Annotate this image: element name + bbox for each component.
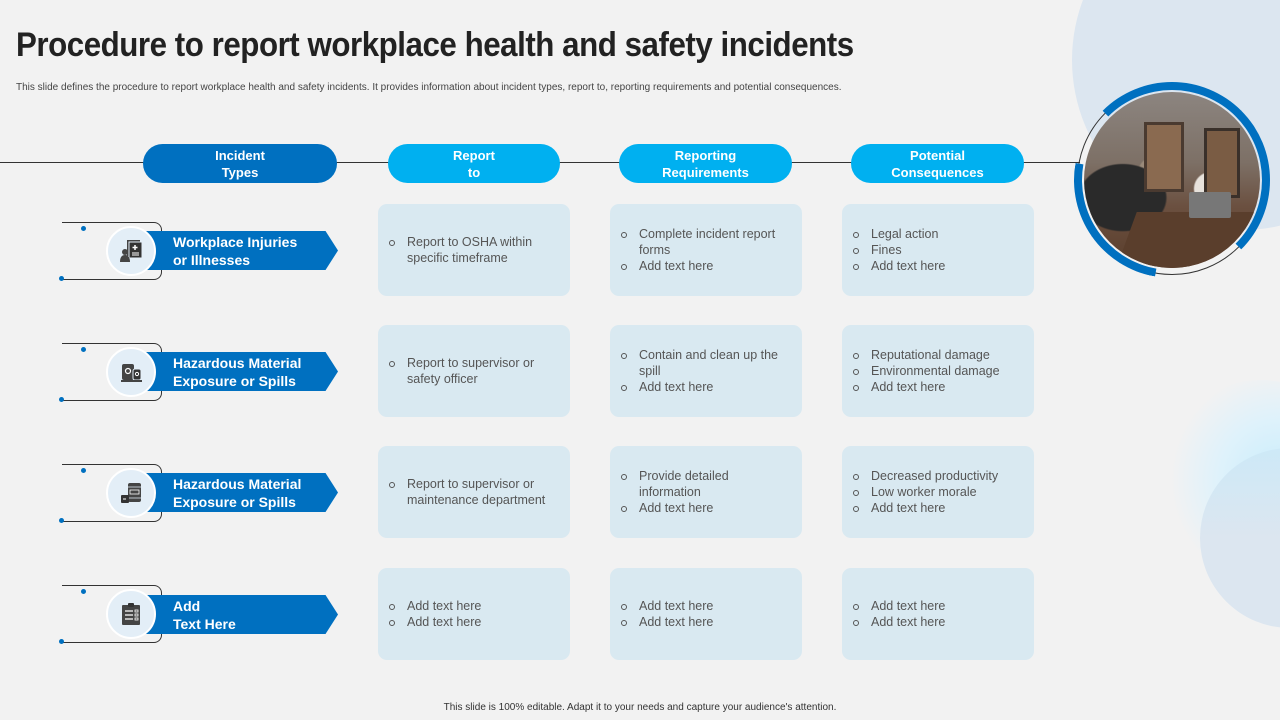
bullet-item: Report to supervisor or maintenance depa… [388,476,560,508]
bullet-item: Complete incident report forms [620,226,792,258]
incident-type-label: Add Text Here [130,595,338,634]
incident-type-label: Hazardous Material Exposure or Spills [130,352,338,391]
header-text: Requirements [662,164,749,180]
consequences-card: Legal action Fines Add text here [842,204,1034,296]
bullet-item: Add text here [852,598,1024,614]
bullet-item: Environmental damage [852,363,1024,379]
consequences-card: Decreased productivity Low worker morale A… [842,446,1034,538]
header-report-to: Report to [388,144,560,183]
bullet-item: Contain and clean up the spill [620,347,792,379]
bracket-dot [81,226,86,231]
label-text: Workplace Injuries [173,233,298,250]
bullet-item: Legal action [852,226,1024,242]
team-meeting-photo [1074,82,1270,278]
requirements-card: Provide detailed information Add text her… [610,446,802,538]
bullet-item: Report to OSHA within specific timeframe [388,234,560,266]
header-potential-consequences: Potential Consequences [851,144,1024,183]
requirements-card: Add text here Add text here [610,568,802,660]
bullet-item: Add text here [852,379,1024,395]
bullet-item: Add text here [620,614,792,630]
medical-report-icon [106,226,156,276]
bullet-item: Provide detailed information [620,468,792,500]
header-text: Report [453,147,495,163]
bullet-item: Report to supervisor or safety officer [388,355,560,387]
header-text: Potential [910,147,965,163]
bracket-dot [81,589,86,594]
bullet-item: Decreased productivity [852,468,1024,484]
photo-ring-accent [1074,82,1270,278]
report-to-card: Report to supervisor or safety officer [378,325,570,417]
bullet-item: Add text here [388,598,560,614]
bullet-item: Reputational damage [852,347,1024,363]
bullet-item: Add text here [388,614,560,630]
label-text: or Illnesses [173,251,251,268]
requirements-card: Contain and clean up the spill Add text h… [610,325,802,417]
label-text: Add [173,597,201,614]
bullet-item: Add text here [620,379,792,395]
header-text: Reporting [674,147,737,163]
bullet-item: Low worker morale [852,484,1024,500]
bracket-dot [81,468,86,473]
photo-image [1084,92,1260,268]
label-text: Text Here [173,615,236,632]
bracket-dot [81,347,86,352]
report-to-card: Report to supervisor or maintenance depa… [378,446,570,538]
bullet-item: Add text here [620,598,792,614]
oil-barrels-icon [106,347,156,397]
bracket-dot [59,518,64,523]
bullet-item: Fines [852,242,1024,258]
header-text: to [467,164,481,180]
consequences-card: Reputational damage Environmental damage A… [842,325,1034,417]
requirements-card: Complete incident report forms Add text h… [610,204,802,296]
bullet-item: Add text here [852,500,1024,516]
slide-subtitle: This slide defines the procedure to repo… [16,82,842,93]
bullet-item: Add text here [620,500,792,516]
incident-type-label: Hazardous Material Exposure or Spills [130,473,338,512]
slide-title: Procedure to report workplace health and… [16,26,854,64]
header-text: Types [221,164,259,180]
bracket-dot [59,276,64,281]
bullet-item: Add text here [852,258,1024,274]
header-reporting-requirements: Reporting Requirements [619,144,792,183]
label-text: Hazardous Material [173,354,302,371]
label-text: Exposure or Spills [173,493,296,510]
header-incident-types: Incident Types [143,144,337,183]
oil-drum-icon [106,468,156,518]
incident-type-label: Workplace Injuries or Illnesses [130,231,338,270]
report-to-card: Add text here Add text here [378,568,570,660]
bracket-dot [59,397,64,402]
bracket-dot [59,639,64,644]
header-text: Incident [215,147,265,163]
label-text: Hazardous Material [173,475,302,492]
report-to-card: Report to OSHA within specific timeframe [378,204,570,296]
slide-footer: This slide is 100% editable. Adapt it to… [443,702,837,713]
checklist-icon [106,589,156,639]
header-text: Consequences [891,164,984,180]
label-text: Exposure or Spills [173,372,296,389]
bullet-item: Add text here [852,614,1024,630]
consequences-card: Add text here Add text here [842,568,1034,660]
bullet-item: Add text here [620,258,792,274]
